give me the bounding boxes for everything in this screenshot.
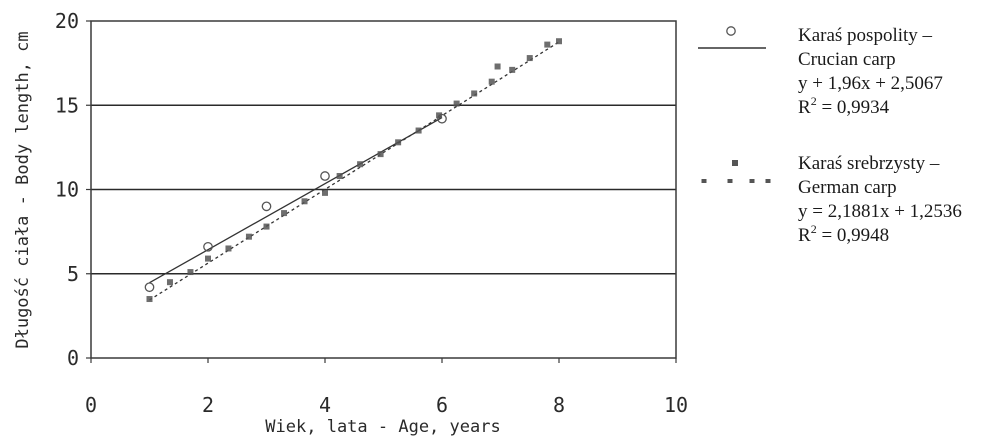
data-point-series-2 (494, 63, 501, 70)
legend-r-squared-series-1: R2 = 0,9934 (798, 94, 890, 118)
data-point-series-1 (320, 171, 330, 181)
r-squared-value: = 0,9948 (817, 225, 889, 246)
legend-series-name-series-1: Crucian carp (798, 49, 896, 70)
y-tick-label: 10 (55, 178, 79, 202)
legend-line-series-2 (701, 179, 707, 183)
data-point-series-2 (526, 55, 533, 62)
trendline-series-2 (149, 41, 560, 301)
data-point-series-2 (357, 161, 364, 168)
data-point-series-2 (509, 66, 516, 73)
x-tick-label: 2 (202, 393, 214, 417)
data-point-series-2 (395, 139, 402, 146)
data-point-series-2 (436, 112, 443, 119)
data-point-series-2 (205, 255, 211, 262)
legend-series-name-series-2: German carp (798, 177, 897, 198)
data-point-series-2 (281, 210, 288, 217)
legend-r-squared-series-2: R2 = 0,9948 (798, 222, 889, 246)
x-tick-label: 4 (319, 393, 331, 417)
r-squared-symbol: R (798, 97, 811, 118)
data-point-series-2 (146, 296, 153, 303)
trendline-series-1 (149, 117, 443, 284)
data-point-series-2 (166, 279, 173, 286)
data-point-series-1 (144, 282, 155, 293)
data-point-series-2 (301, 198, 308, 205)
gridlines (91, 104, 676, 275)
y-tick-label: 15 (55, 93, 79, 117)
data-point-series-2 (245, 233, 252, 240)
r-squared-superscript: 2 (811, 94, 817, 108)
x-tick-label: 6 (436, 393, 448, 417)
legend-equation-series-1: y + 1,96x + 2,5067 (798, 73, 943, 94)
data-point-series-2 (415, 127, 422, 134)
x-tick-label: 8 (553, 393, 565, 417)
y-axis-ticks: 0 5 10 15 20 (55, 9, 91, 370)
x-axis-title: Wiek, lata - Age, years (265, 417, 500, 437)
data-point-series-2 (471, 90, 478, 97)
data-markers (144, 38, 562, 303)
y-axis-title: Długość ciała - Body length, cm (13, 31, 33, 348)
legend-line-series-2 (765, 179, 771, 183)
data-point-series-2 (322, 189, 328, 196)
data-point-series-2 (377, 151, 384, 158)
legend-marker-series-1 (726, 26, 736, 36)
legend: Karaś pospolity – Crucian carp y + 1,96x +… (698, 25, 962, 246)
x-tick-label: 10 (664, 393, 688, 417)
data-point-series-2 (225, 245, 232, 252)
y-tick-label: 5 (67, 262, 79, 286)
data-point-series-2 (187, 269, 194, 276)
data-point-series-2 (453, 100, 460, 107)
r-squared-value: = 0,9934 (817, 97, 890, 118)
x-axis-ticks: 0 2 4 6 8 10 (85, 358, 688, 417)
r-squared-symbol: R (798, 225, 811, 246)
y-tick-label: 20 (55, 9, 79, 33)
data-point-series-1 (203, 241, 213, 252)
r-squared-superscript: 2 (811, 222, 817, 236)
data-point-series-2 (544, 41, 551, 48)
data-point-series-2 (488, 78, 495, 85)
data-point-series-2 (336, 173, 343, 180)
legend-line-series-2 (749, 179, 755, 183)
legend-line-series-2 (727, 179, 733, 183)
legend-series-name-series-2: Karaś srebrzysty – (798, 153, 940, 174)
x-tick-label: 0 (85, 393, 97, 417)
data-point-series-2 (263, 223, 270, 230)
data-point-series-2 (556, 38, 562, 45)
y-tick-label: 0 (67, 346, 79, 370)
trendlines (149, 41, 560, 301)
data-point-series-1 (261, 201, 272, 212)
legend-marker-series-2 (732, 160, 738, 166)
legend-equation-series-2: y = 2,1881x + 1,2536 (798, 201, 962, 222)
legend-series-name-series-1: Karaś pospolity – (798, 25, 933, 46)
